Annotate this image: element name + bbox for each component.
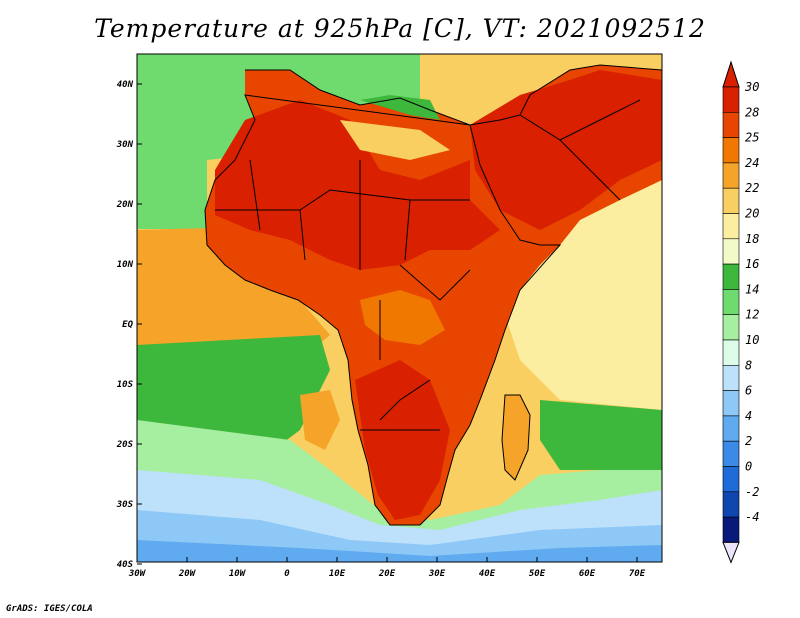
y-tick-label: 10N <box>117 260 134 270</box>
colorbar-label: 18 <box>745 232 759 246</box>
colorbar-swatch <box>722 516 740 543</box>
colorbar-swatch <box>722 137 740 164</box>
colorbar-swatch <box>722 440 740 467</box>
colorbar-swatch <box>722 238 740 265</box>
x-tick-label: 10E <box>329 569 346 579</box>
colorbar-top-arrow <box>722 60 740 88</box>
colorbar-swatch <box>722 390 740 417</box>
middle-east-borders <box>519 99 641 201</box>
colorbar-swatch <box>722 112 740 138</box>
colorbar-label: 10 <box>745 333 759 347</box>
map-frame <box>136 53 663 563</box>
colorbar-label: 20 <box>745 207 759 221</box>
colorbar-label: -2 <box>745 485 759 499</box>
colorbar-label: -4 <box>745 510 759 524</box>
colorbar-label: 28 <box>745 105 759 119</box>
colorbar-label: 0 <box>745 460 752 474</box>
madagascar-coastline <box>501 394 531 481</box>
x-tick-label: 50E <box>529 569 546 579</box>
madagascar <box>502 395 530 480</box>
colorbar-swatch <box>722 289 740 315</box>
namibia-coast-band <box>300 390 340 450</box>
southern-africa-hot-core <box>355 360 450 520</box>
x-tick-label: 0 <box>284 569 290 579</box>
boundaries <box>204 64 662 526</box>
colorbar-swatch <box>722 314 740 341</box>
colorbar-swatch <box>722 187 740 214</box>
x-tick-label: 30E <box>428 569 446 579</box>
y-tick-label: EQ <box>122 320 133 330</box>
south-indian-ocean-green-band <box>540 400 662 470</box>
grads-credit: GrADS: IGES/COLA <box>6 604 93 614</box>
colorbar-swatch <box>722 86 740 113</box>
colorbar-label: 2 <box>745 434 752 448</box>
colorbar-label: 12 <box>745 308 759 322</box>
colorbar-label: 8 <box>745 358 752 372</box>
congo-basin-band <box>360 290 445 345</box>
southern-ocean-coldest-band <box>137 540 662 562</box>
colorbar-swatch <box>722 263 740 290</box>
y-tick-label: 40S <box>117 560 134 570</box>
x-tick-label: 10W <box>229 569 247 579</box>
sahara-hot-core <box>215 100 500 270</box>
colorbar-bottom-arrow <box>722 541 740 564</box>
arabia-hot-core <box>470 70 662 230</box>
colorbar-swatch <box>722 466 740 493</box>
y-tick-label: 30N <box>116 140 134 150</box>
map-title: Temperature at 925hPa [C], VT: 202109251… <box>94 14 706 43</box>
colorbar-label: 24 <box>745 156 759 170</box>
colorbar-label: 30 <box>744 80 759 94</box>
colorbar-swatch <box>722 364 740 391</box>
colorbar-label: 6 <box>745 384 752 398</box>
x-tick-label: 30W <box>128 569 147 579</box>
colorbar-label: 14 <box>745 282 759 296</box>
colorbar-swatch <box>722 339 740 366</box>
libya-coast-band <box>340 120 450 160</box>
colorbar-swatch <box>722 415 740 442</box>
y-tick-label: 10S <box>117 380 134 390</box>
y-tick-label: 40N <box>117 80 134 90</box>
x-tick-label: 20E <box>378 569 396 579</box>
axis-ticks: 30W 20W 10W 0 10E 20E 30E 40E 50E 60E 70E 40N 30N 20N… <box>116 80 646 579</box>
y-tick-label: 20N <box>116 200 134 210</box>
x-tick-label: 60E <box>579 569 596 579</box>
colorbar-label: 25 <box>745 131 759 145</box>
africa-coastline <box>204 64 662 526</box>
y-tick-label: 30S <box>116 500 134 510</box>
colorbar-label: 22 <box>745 181 759 195</box>
colorbar-swatch <box>722 213 740 240</box>
colorbar-label: 16 <box>745 257 759 271</box>
colorbar-swatch <box>722 491 740 518</box>
country-borders <box>215 159 471 431</box>
colorbar-swatch <box>722 162 740 189</box>
temperature-field <box>137 54 662 562</box>
y-tick-label: 20S <box>116 440 134 450</box>
colorbar-label: 4 <box>745 409 752 423</box>
x-tick-label: 40E <box>479 569 496 579</box>
x-tick-label: 20W <box>178 569 197 579</box>
x-tick-label: 70E <box>629 569 646 579</box>
